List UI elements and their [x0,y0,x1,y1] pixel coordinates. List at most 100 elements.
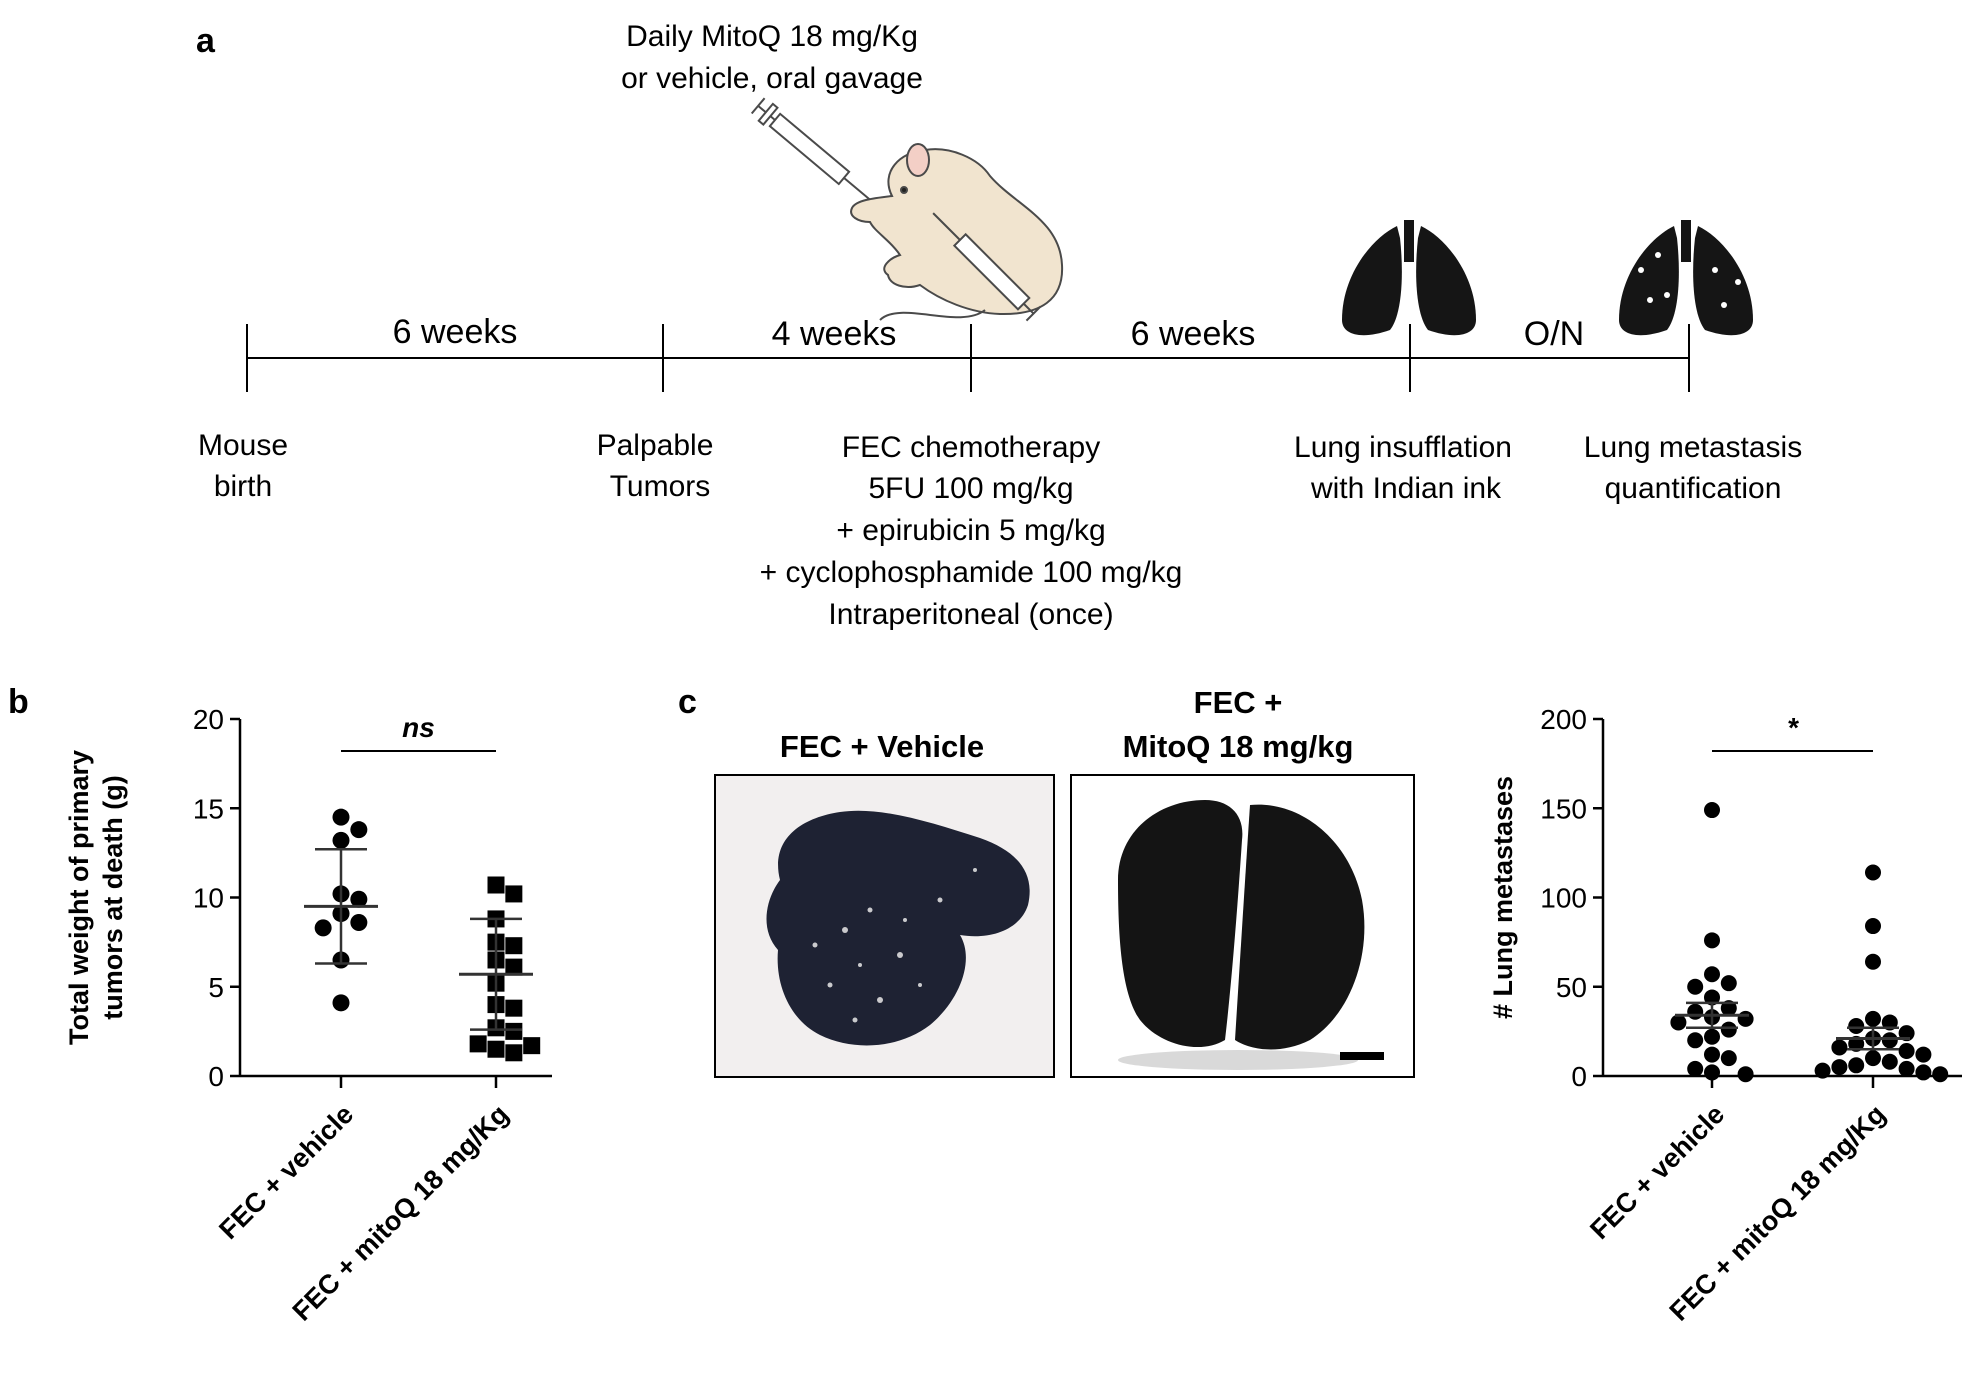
data-point [1670,1014,1687,1031]
event-line: + epirubicin 5 mg/kg [836,514,1105,547]
data-point [350,821,368,839]
data-point [1687,1003,1704,1020]
data-point [1704,932,1720,949]
y-tick-label: 200 [1540,704,1587,735]
data-point [505,1022,523,1040]
x-category-label: FEC + vehicle [213,1099,359,1245]
event-line: Lung insufflation [1294,431,1512,464]
event-line: Mouse [198,429,288,462]
panel-a-label: a [196,22,216,60]
duration-label: 6 weeks [1131,315,1256,353]
data-point [1704,1028,1720,1045]
event-line: FEC chemotherapy [842,431,1100,464]
data-point [505,937,523,955]
panel-b-label: b [8,683,29,721]
data-point [1898,1060,1915,1077]
data-point [332,831,350,849]
data-point [1704,802,1720,819]
data-point [1737,1010,1754,1027]
data-point [1737,1066,1754,1083]
scale-bar [1340,1052,1384,1060]
data-point [1831,1039,1848,1056]
y-axis-label: Total weight of primary [64,750,94,1045]
timeline-event: Palpable Tumors [597,429,714,503]
timeline-event: Lung metastasis quantification [1584,431,1802,505]
lung-photo-mitoq [1070,774,1415,1078]
photo-title-mitoq-line-1: FEC + [1194,685,1283,720]
data-point [1720,1021,1737,1038]
data-point [505,885,523,903]
timeline-event: FEC chemotherapy 5FU 100 mg/kg + epirubi… [760,431,1183,631]
y-tick-label: 100 [1540,883,1587,914]
data-point [1704,1046,1720,1063]
y-tick-label: 15 [193,793,224,824]
timeline-event: Lung insufflation with Indian ink [1294,431,1512,505]
dosing-note: Daily MitoQ 18 mg/Kg or vehicle, oral ga… [621,20,923,95]
data-point [1881,1053,1898,1070]
data-point [1814,1062,1831,1079]
y-tick-label: 50 [1556,972,1587,1003]
data-point [1915,1064,1932,1081]
data-point [1898,1043,1915,1060]
data-point [1865,864,1881,881]
dosing-note-line-2: or vehicle, oral gavage [621,62,923,95]
duration-label: 4 weeks [772,315,897,353]
y-tick-label: 10 [193,883,224,914]
data-point [487,876,505,894]
significance-label: ns [402,712,435,743]
event-line: 5FU 100 mg/kg [868,472,1073,505]
timeline-event: Mouse birth [198,429,288,503]
event-line: quantification [1605,472,1782,505]
duration-label: O/N [1524,315,1584,353]
event-line: Intraperitoneal (once) [828,598,1113,631]
event-line: Tumors [610,470,711,503]
y-tick-label: 20 [193,704,224,735]
y-tick-label: 0 [1571,1061,1587,1092]
data-point [1704,989,1720,1006]
y-axis-label: tumors at death (g) [98,775,128,1020]
data-point [1720,975,1737,992]
event-line: birth [214,470,272,503]
mouse-gavage-illustration [750,97,1064,322]
data-point [1687,1032,1704,1049]
data-point [350,913,368,931]
photo-title-mitoq-line-2: MitoQ 18 mg/kg [1123,729,1354,764]
panel-c-label: c [678,683,697,721]
data-point [1687,1060,1704,1077]
data-point [1720,1050,1737,1067]
data-point [1720,1000,1737,1017]
timeline [246,324,1690,392]
event-line: + cyclophosphamide 100 mg/kg [760,556,1183,589]
data-point [314,919,332,937]
event-line: Palpable [597,429,714,462]
y-tick-label: 150 [1540,793,1587,824]
data-point [505,958,523,976]
data-point [1915,1046,1932,1063]
lung-metastasis-icon [1619,220,1753,336]
data-point [350,890,368,908]
data-point [1704,1064,1720,1081]
data-point [1865,1010,1881,1027]
y-tick-label: 0 [208,1061,224,1092]
syringe-icon [932,212,1042,322]
data-point [505,1044,523,1062]
data-point [1831,1059,1848,1076]
lung-photo-vehicle [714,774,1055,1078]
data-point [1865,1050,1881,1067]
duration-label: 6 weeks [393,313,518,351]
data-point [1881,1014,1898,1031]
data-point [487,1040,505,1058]
data-point [523,1037,541,1055]
data-point [1848,1018,1865,1035]
data-point [1687,978,1704,995]
dosing-note-line-1: Daily MitoQ 18 mg/Kg [626,20,918,53]
data-point [1704,966,1720,983]
x-category-label: FEC + vehicle [1584,1099,1730,1245]
event-line: with Indian ink [1310,472,1502,505]
mouse-icon [850,148,1064,316]
data-point [469,1035,487,1053]
data-point [332,808,350,826]
photo-title-vehicle: FEC + Vehicle [780,729,984,764]
